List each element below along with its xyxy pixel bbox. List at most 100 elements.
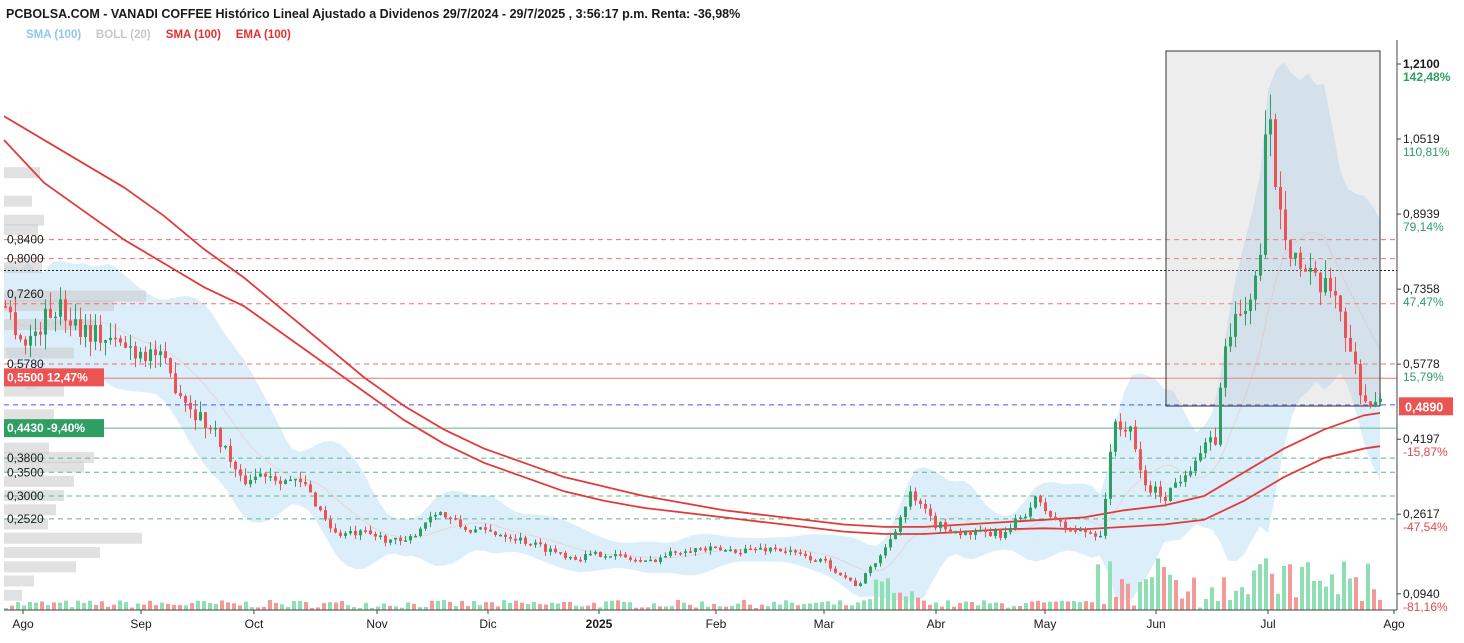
volume-bar [934, 602, 938, 610]
y-tick-label: 0,7358 [1403, 282, 1440, 296]
candle-body [679, 552, 682, 555]
volume-bar [232, 603, 236, 610]
candle-body [1339, 295, 1342, 312]
candle-body [519, 537, 522, 541]
candle-body [1034, 496, 1037, 508]
volume-bar [250, 607, 254, 610]
candle-body [394, 537, 397, 540]
volume-bar [754, 607, 758, 610]
volume-bar [70, 607, 74, 610]
volume-bar [850, 605, 854, 610]
volume-bar [1150, 577, 1154, 610]
candle-body [189, 402, 192, 410]
selection-box-layer[interactable] [1165, 50, 1381, 407]
volume-bar [1192, 577, 1196, 610]
candle-body [34, 331, 37, 336]
candle-body [574, 556, 577, 560]
volume-bar [340, 600, 344, 610]
legend-item: SMA (100) [26, 29, 81, 41]
volume-bar [1018, 605, 1022, 610]
volume-bar [862, 600, 866, 610]
candle-body [369, 530, 372, 534]
volume-bar [100, 601, 104, 610]
selection-rectangle[interactable] [1165, 50, 1381, 407]
candle-body [419, 528, 422, 536]
candle-body [24, 339, 27, 346]
candle-body [869, 566, 872, 574]
volume-bar [4, 607, 8, 610]
volume-bar [1216, 601, 1220, 610]
candle-body [749, 548, 752, 551]
volume-bar [1126, 583, 1130, 610]
volume-bar [1012, 606, 1016, 610]
volume-bar [1066, 601, 1070, 610]
candle-body [989, 532, 992, 537]
candle-body [239, 469, 242, 476]
volume-bar [976, 605, 980, 610]
volume-bar [604, 601, 608, 610]
candle-body [754, 548, 757, 551]
candle-body [654, 559, 657, 563]
candle-body [79, 319, 82, 337]
volume-bar [262, 606, 266, 610]
candle-body [1219, 387, 1222, 445]
volume-bar [298, 600, 302, 610]
y-tick-pct: 79,14% [1403, 220, 1444, 234]
candle-body [14, 312, 17, 336]
volume-bar [634, 607, 638, 610]
series-line [3, 115, 1381, 528]
candle-body [639, 560, 642, 562]
candle-body [929, 508, 932, 516]
candle-body [784, 551, 787, 553]
volume-bar [346, 605, 350, 610]
volume-bar [1114, 596, 1118, 610]
volume-bar [1294, 597, 1298, 610]
candle-body [1274, 119, 1277, 187]
candle-body [684, 551, 687, 553]
candle-body [1294, 252, 1297, 259]
y-tick-pct: -81,16% [1403, 600, 1448, 614]
candle-body [1214, 437, 1217, 445]
left-level-tag-label: 0,4430 -9,40% [7, 421, 85, 435]
candle-body [994, 530, 997, 537]
volume-profile-bar [4, 319, 96, 331]
candle-body [1224, 346, 1227, 388]
candle-body [789, 550, 792, 552]
candle-body [1199, 453, 1202, 461]
volume-bar [196, 600, 200, 610]
candles-layer [4, 94, 1382, 587]
volume-bar [1156, 558, 1160, 610]
candle-body [344, 533, 347, 536]
volume-bar [118, 600, 122, 610]
candle-body [544, 544, 547, 552]
volume-bar [616, 600, 620, 610]
volume-bar [1036, 600, 1040, 610]
volume-bar [574, 605, 578, 610]
candle-body [29, 335, 32, 346]
candle-body [439, 512, 442, 515]
candle-body [844, 575, 847, 578]
volume-bar [1174, 580, 1178, 610]
candle-body [209, 427, 212, 430]
candle-body [184, 396, 187, 403]
volume-bar [148, 600, 152, 610]
candle-body [689, 551, 692, 553]
volume-bar [160, 602, 164, 610]
candle-body [279, 480, 282, 484]
candle-body [1324, 278, 1327, 293]
candle-body [584, 554, 587, 561]
candle-body [954, 531, 957, 534]
candle-body [1124, 429, 1127, 432]
candle-body [1319, 272, 1322, 293]
candle-body [674, 551, 677, 553]
candle-body [84, 325, 87, 337]
candle-body [974, 531, 977, 535]
x-tick-label: 2025 [586, 617, 613, 631]
volume-bar [838, 600, 842, 610]
candle-body [894, 531, 897, 540]
candle-body [334, 528, 337, 533]
volume-bar [628, 602, 632, 610]
volume-bar [244, 601, 248, 610]
candle-body [444, 512, 447, 518]
